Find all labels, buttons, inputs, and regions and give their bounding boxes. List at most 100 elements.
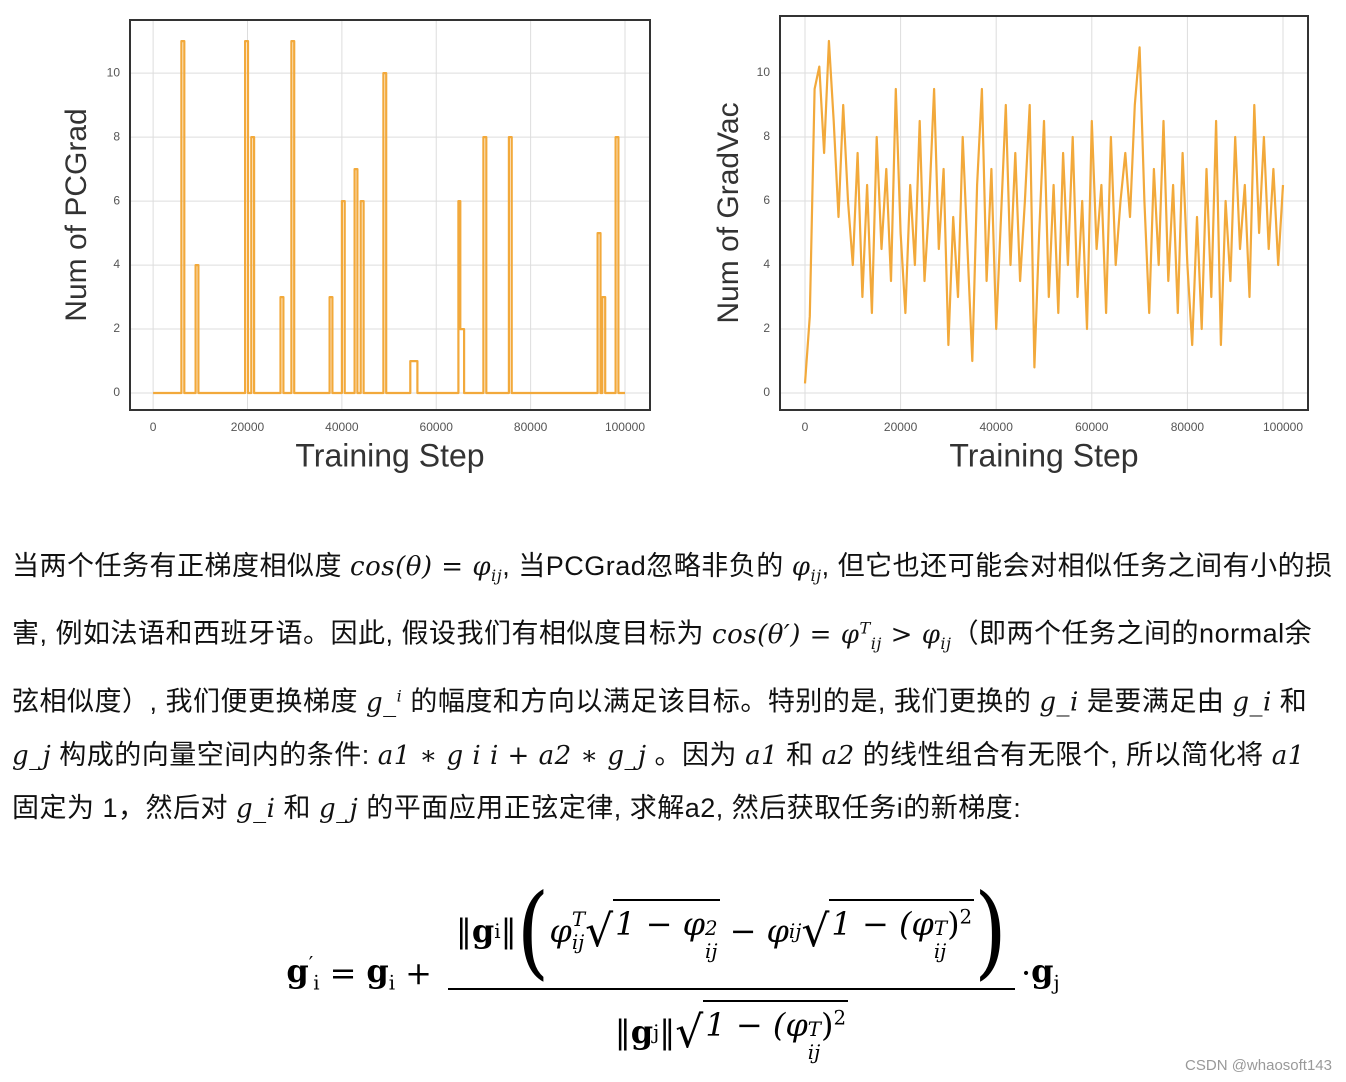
- text-run: 固定为 1，然后对: [12, 792, 237, 823]
- y-tick-label: 8: [113, 129, 120, 143]
- sym: ·: [1020, 954, 1032, 992]
- sym: ‖: [614, 1013, 631, 1051]
- x-tick-label: 20000: [231, 420, 265, 434]
- sym: ij: [933, 940, 947, 963]
- sym: ): [820, 1006, 834, 1044]
- x-tick-label: 60000: [420, 420, 454, 434]
- charts: 0 2 4 6 8 10 0 20000 40000 60000 80000 100000 Traini…: [60, 15, 1309, 473]
- math-sup: i: [396, 686, 403, 706]
- math-text: >: [881, 619, 922, 650]
- inline-math: a1 ∗ g i i + a2 ∗ g_j: [378, 741, 647, 771]
- text-run: 和: [778, 739, 822, 770]
- inline-math: g_i: [1232, 688, 1271, 718]
- inline-math: g_i: [236, 794, 275, 824]
- y-axis-label: Num of PCGrad: [60, 108, 93, 321]
- y-tick-label: 4: [113, 257, 120, 271]
- y-axis-label: Num of GradVac: [712, 102, 745, 323]
- math-text: a1: [745, 740, 779, 771]
- math-text: cos(θ) =: [350, 552, 473, 582]
- x-tick-label: 0: [150, 420, 157, 434]
- text-run: 构成的向量空间内的条件:: [51, 739, 378, 770]
- text-run: 和: [275, 792, 320, 823]
- y-tick-label: 2: [763, 321, 770, 335]
- sym: j: [653, 1020, 660, 1044]
- sym: ij: [788, 919, 802, 943]
- sym: ij: [571, 931, 585, 954]
- sym: i: [494, 919, 501, 943]
- x-tick-label: 80000: [514, 420, 548, 434]
- sym: =: [329, 954, 357, 992]
- sym: ‖: [500, 912, 517, 950]
- math-text: a1 ∗ g i i + a2 ∗ g_j: [377, 740, 647, 771]
- sym: 2: [705, 917, 718, 940]
- paren: ): [974, 872, 1007, 990]
- text-run: 当两个任务有正梯度相似度: [12, 551, 351, 581]
- inline-math: a1: [1272, 741, 1305, 771]
- text-run: 。因为: [646, 739, 746, 770]
- sym: −: [729, 912, 757, 950]
- inline-math: g_i: [1039, 688, 1078, 718]
- text-run: （即两个任务之间的normal余弦相似度）, 我们便更换梯度: [12, 618, 1313, 717]
- term: gj: [1031, 952, 1060, 994]
- math-base: g_: [366, 687, 397, 718]
- math-text: g_i: [1039, 687, 1079, 718]
- sym: g: [366, 951, 389, 990]
- sym: 2: [833, 1006, 847, 1030]
- sym: T: [571, 908, 586, 931]
- inline-math: g_j: [319, 794, 358, 824]
- data-line: [803, 39, 1285, 384]
- text-run: , 但它也还可能会对相似任务之间有小的损害, 例如法语和西班牙语。因此, 假设我…: [12, 551, 1333, 649]
- y-tick-label: 10: [757, 65, 771, 79]
- x-tick-label: 0: [802, 420, 809, 434]
- x-tick-label: 100000: [605, 420, 645, 434]
- sym: i: [388, 971, 396, 995]
- math-text: a1: [1271, 740, 1305, 771]
- math-sub: ij: [870, 634, 882, 654]
- inline-math: cos(θ′) = φTij > φij: [712, 618, 952, 654]
- sym: 1 − (φ: [831, 905, 934, 943]
- x-tick-label: 20000: [884, 420, 918, 434]
- plot-area: [130, 20, 650, 410]
- sym: 1 − (φ: [705, 1006, 808, 1044]
- text-run: 和: [1271, 686, 1308, 717]
- math-text: g_i: [236, 793, 276, 824]
- math-sub: ij: [491, 566, 503, 586]
- y-tick-label: 10: [107, 65, 121, 79]
- sym: T: [933, 917, 948, 940]
- x-tick-label: 60000: [1075, 420, 1109, 434]
- sym: ‖: [455, 912, 472, 950]
- sym: i: [313, 971, 320, 995]
- sym: T: [807, 1018, 821, 1041]
- math-sup: T: [859, 618, 871, 638]
- text-run: 是要满足由: [1078, 686, 1233, 717]
- sym: φ: [549, 912, 572, 950]
- math-sub: ij: [810, 566, 822, 586]
- paren: (: [516, 872, 550, 990]
- sym: g: [286, 951, 309, 990]
- x-tick-label: 40000: [980, 420, 1014, 434]
- inline-math: g_i: [366, 686, 403, 718]
- plot-frame: [779, 15, 1309, 411]
- sym: +: [405, 954, 432, 992]
- sym: j: [1053, 971, 1060, 995]
- sqrt: √ 1 − φ 2 ij: [585, 899, 720, 963]
- sym: ij: [705, 940, 718, 963]
- sym: φ: [766, 912, 789, 950]
- text-run: , 当PCGrad忽略非负的: [502, 551, 792, 581]
- sym: ′: [308, 952, 314, 976]
- text-run: 的线性组合有无限个, 所以简化将: [854, 739, 1272, 770]
- math-sub: ij: [940, 634, 952, 654]
- sym: ij: [807, 1041, 821, 1064]
- y-tick-label: 6: [763, 193, 770, 207]
- inline-math: cos(θ) = φij: [350, 552, 503, 586]
- sym: g: [471, 912, 495, 950]
- math-base: φ: [840, 619, 860, 650]
- text-run: 的幅度和方向以满足该目标。特别的是, 我们更换的: [402, 686, 1040, 717]
- y-tick-label: 2: [113, 321, 120, 335]
- math-text: a2: [821, 740, 855, 771]
- x-axis-label: Training Step: [295, 437, 484, 473]
